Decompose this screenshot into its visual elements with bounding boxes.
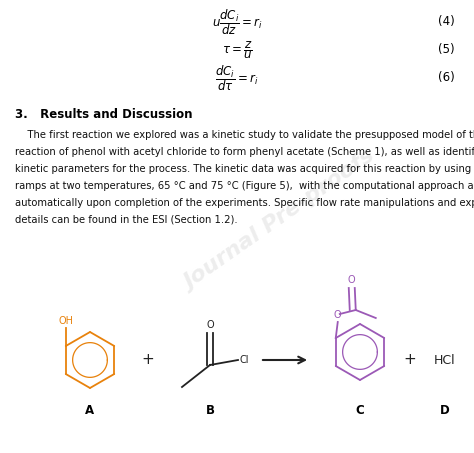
Text: Journal Pre-proofs: Journal Pre-proofs bbox=[181, 146, 379, 294]
Text: O: O bbox=[206, 320, 214, 330]
Text: C: C bbox=[356, 404, 365, 416]
Text: automatically upon completion of the experiments. Specific flow rate manipulatio: automatically upon completion of the exp… bbox=[15, 198, 474, 208]
Text: 3.   Results and Discussion: 3. Results and Discussion bbox=[15, 108, 192, 121]
Text: ramps at two temperatures, 65 °C and 75 °C (Figure 5),  with the computational a: ramps at two temperatures, 65 °C and 75 … bbox=[15, 181, 474, 191]
Text: A: A bbox=[85, 404, 94, 416]
Text: O: O bbox=[348, 275, 356, 285]
Text: Cl: Cl bbox=[240, 355, 249, 365]
Text: The first reaction we explored was a kinetic study to validate the presupposed m: The first reaction we explored was a kin… bbox=[15, 130, 474, 140]
Text: +: + bbox=[404, 352, 416, 367]
Text: $u\dfrac{dC_i}{dz} = r_i$: $u\dfrac{dC_i}{dz} = r_i$ bbox=[211, 7, 263, 37]
Text: kinetic parameters for the process. The kinetic data was acquired for this react: kinetic parameters for the process. The … bbox=[15, 164, 474, 174]
Text: O: O bbox=[334, 310, 342, 320]
Text: OH: OH bbox=[58, 316, 73, 326]
Text: (6): (6) bbox=[438, 72, 455, 85]
Text: HCl: HCl bbox=[434, 353, 456, 366]
Text: (4): (4) bbox=[438, 15, 455, 29]
Text: D: D bbox=[440, 404, 450, 416]
Text: reaction of phenol with acetyl chloride to form phenyl acetate (Scheme 1), as we: reaction of phenol with acetyl chloride … bbox=[15, 147, 474, 157]
Text: B: B bbox=[206, 404, 215, 416]
Text: (5): (5) bbox=[438, 43, 455, 57]
Text: +: + bbox=[142, 352, 155, 367]
Text: $\dfrac{dC_i}{d\tau} = r_i$: $\dfrac{dC_i}{d\tau} = r_i$ bbox=[215, 63, 259, 93]
Text: $\tau = \dfrac{z}{u}$: $\tau = \dfrac{z}{u}$ bbox=[221, 39, 253, 61]
Text: details can be found in the ESI (Section 1.2).: details can be found in the ESI (Section… bbox=[15, 215, 237, 225]
